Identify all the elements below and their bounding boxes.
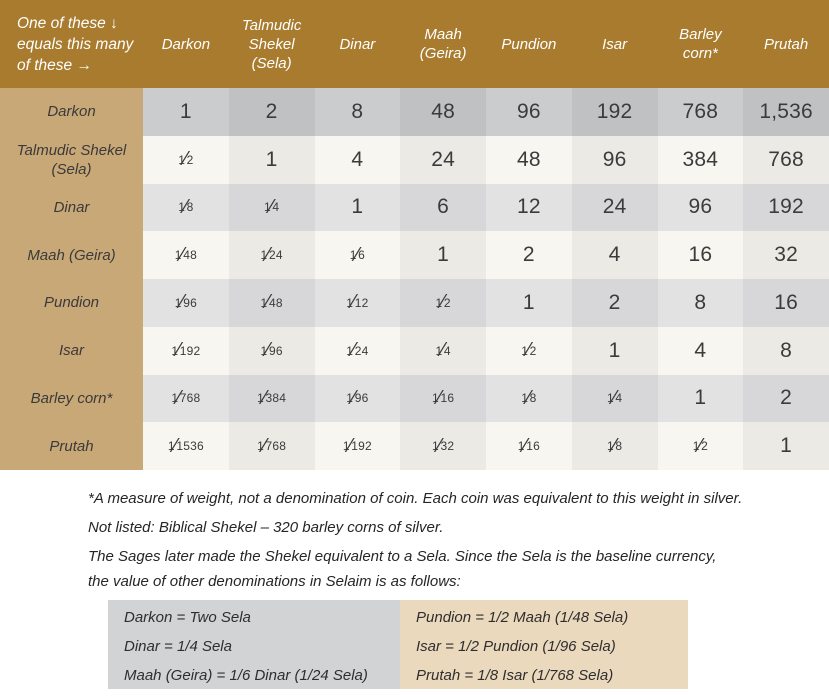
table-cell: 1 ⁄ 384: [228, 374, 315, 423]
table-cell: 8: [657, 279, 744, 327]
table-cell: 2: [743, 374, 829, 423]
table-corner-header: One of these ↓ equals this many of these…: [0, 0, 143, 88]
table-cell: 1 ⁄ 48: [228, 279, 315, 327]
table-cell: 192: [571, 88, 658, 136]
footnote-weight: *A measure of weight, not a denomination…: [88, 490, 743, 507]
table-cell: 48: [400, 88, 486, 136]
table-cell: 1 ⁄ 768: [143, 374, 229, 423]
table-cell: 1: [400, 231, 486, 279]
row-header: Maah (Geira): [0, 231, 143, 279]
table-cell: 1 ⁄ 8: [486, 374, 572, 423]
legend-item-maah: Maah (Geira) = 1/6 Dinar (1/24 Sela): [124, 667, 368, 684]
table-cell: 2: [228, 88, 315, 136]
table-cell: 1 ⁄ 8: [571, 422, 658, 470]
table-cell: 16: [743, 279, 829, 327]
table-cell: 1 ⁄ 2: [143, 135, 229, 184]
table-cell: 1,536: [743, 88, 829, 136]
column-header: Barley corn*: [657, 0, 744, 88]
table-cell: 1 ⁄ 96: [228, 326, 315, 375]
table-cell: 768: [657, 88, 744, 136]
row-header: Dinar: [0, 183, 143, 232]
table-cell: 768: [743, 135, 829, 184]
table-cell: 48: [486, 135, 572, 184]
column-header: Isar: [571, 0, 658, 88]
table-cell: 1 ⁄ 16: [486, 422, 572, 470]
legend-item-dinar: Dinar = 1/4 Sela: [124, 638, 232, 655]
table-cell: 1 ⁄ 4: [228, 183, 315, 232]
table-cell: 1 ⁄ 2: [486, 326, 572, 375]
legend-item-isar: Isar = 1/2 Pundion (1/96 Sela): [416, 638, 616, 655]
table-cell: 384: [657, 135, 744, 184]
legend-left-panel: Darkon = Two Sela Dinar = 1/4 Sela Maah …: [108, 600, 400, 689]
table-cell: 1 ⁄ 24: [228, 231, 315, 279]
table-cell: 1 ⁄ 768: [228, 422, 315, 470]
table-cell: 2: [571, 279, 658, 327]
table-cell: 4: [314, 135, 401, 184]
table-cell: 1 ⁄ 192: [143, 326, 229, 375]
table-cell: 1: [657, 374, 744, 423]
row-header: Barley corn*: [0, 374, 143, 423]
table-cell: 4: [571, 231, 658, 279]
column-header: Talmudic Shekel (Sela): [228, 0, 315, 88]
table-cell: 96: [657, 183, 744, 232]
table-cell: 1 ⁄ 32: [400, 422, 486, 470]
sela-legend-box: Darkon = Two Sela Dinar = 1/4 Sela Maah …: [108, 600, 688, 689]
table-cell: 1 ⁄ 96: [314, 374, 401, 423]
table-cell: 4: [657, 326, 744, 375]
column-header: Prutah: [743, 0, 829, 88]
table-cell: 12: [486, 183, 572, 232]
footnotes: *A measure of weight, not a denomination…: [88, 486, 829, 594]
row-header: Talmudic Shekel (Sela): [0, 135, 143, 184]
table-cell: 6: [400, 183, 486, 232]
row-header: Darkon: [0, 88, 143, 136]
table-cell: 96: [486, 88, 572, 136]
row-header: Isar: [0, 326, 143, 375]
row-header: Pundion: [0, 279, 143, 327]
legend-item-darkon: Darkon = Two Sela: [124, 609, 251, 626]
legend-item-prutah: Prutah = 1/8 Isar (1/768 Sela): [416, 667, 614, 684]
conversion-table: One of these ↓ equals this many of these…: [0, 0, 829, 470]
table-cell: 8: [314, 88, 401, 136]
column-header: Darkon: [143, 0, 229, 88]
footnote-sages: The Sages later made the Shekel equivale…: [88, 548, 717, 590]
table-cell: 1 ⁄ 1536: [143, 422, 229, 470]
table-cell: 24: [400, 135, 486, 184]
table-cell: 1 ⁄ 192: [314, 422, 401, 470]
column-header: Dinar: [314, 0, 401, 88]
table-cell: 1: [143, 88, 229, 136]
table-cell: 1 ⁄ 2: [657, 422, 744, 470]
row-header: Prutah: [0, 422, 143, 470]
table-cell: 16: [657, 231, 744, 279]
table-cell: 1 ⁄ 12: [314, 279, 401, 327]
table-cell: 1 ⁄ 16: [400, 374, 486, 423]
legend-item-pundion: Pundion = 1/2 Maah (1/48 Sela): [416, 609, 629, 626]
table-cell: 1: [228, 135, 315, 184]
legend-right-panel: Pundion = 1/2 Maah (1/48 Sela) Isar = 1/…: [400, 600, 688, 689]
table-cell: 192: [743, 183, 829, 232]
table-cell: 2: [486, 231, 572, 279]
table-cell: 1: [486, 279, 572, 327]
table-cell: 1: [314, 183, 401, 232]
table-cell: 1 ⁄ 8: [143, 183, 229, 232]
table-cell: 1: [571, 326, 658, 375]
table-cell: 1 ⁄ 96: [143, 279, 229, 327]
table-cell: 1: [743, 422, 829, 470]
table-cell: 96: [571, 135, 658, 184]
table-cell: 1 ⁄ 2: [400, 279, 486, 327]
table-cell: 1 ⁄ 48: [143, 231, 229, 279]
table-cell: 1 ⁄ 4: [400, 326, 486, 375]
footnote-biblical-shekel: Not listed: Biblical Shekel – 320 barley…: [88, 519, 444, 536]
table-cell: 8: [743, 326, 829, 375]
table-cell: 1 ⁄ 4: [571, 374, 658, 423]
column-header: Pundion: [486, 0, 572, 88]
table-cell: 1 ⁄ 24: [314, 326, 401, 375]
table-cell: 32: [743, 231, 829, 279]
column-header: Maah (Geira): [400, 0, 486, 88]
table-cell: 1 ⁄ 6: [314, 231, 401, 279]
table-cell: 24: [571, 183, 658, 232]
